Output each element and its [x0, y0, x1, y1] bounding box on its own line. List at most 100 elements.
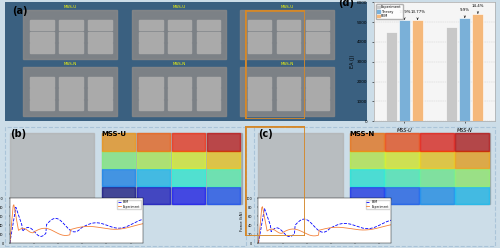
Bar: [102, 187, 136, 204]
Bar: [386, 32, 397, 121]
Bar: [276, 43, 300, 54]
Bar: [350, 133, 490, 204]
Bar: [10, 133, 94, 204]
Bar: [60, 77, 83, 87]
Bar: [248, 77, 271, 87]
Text: MSS-N: MSS-N: [281, 62, 294, 66]
Bar: [206, 133, 240, 151]
Bar: [136, 169, 170, 186]
Bar: [350, 169, 384, 186]
Bar: [23, 10, 117, 59]
Bar: [197, 43, 220, 54]
Text: 13.77%: 13.77%: [410, 10, 425, 20]
Bar: [88, 31, 112, 42]
Bar: [102, 169, 136, 186]
Text: 13.9%: 13.9%: [398, 10, 410, 19]
Bar: [60, 89, 83, 98]
Bar: [306, 89, 329, 98]
Bar: [385, 187, 419, 204]
Bar: [139, 77, 162, 87]
Bar: [168, 77, 192, 87]
Text: MSS-U: MSS-U: [172, 5, 186, 9]
Legend: Experiment, Theory, FEM: Experiment, Theory, FEM: [376, 4, 402, 19]
Bar: [136, 187, 170, 204]
Bar: [206, 187, 240, 204]
Bar: [455, 187, 489, 204]
Bar: [385, 151, 419, 168]
Bar: [168, 20, 192, 30]
Text: (d): (d): [338, 0, 354, 8]
Bar: [240, 10, 334, 59]
Bar: [30, 20, 54, 30]
Bar: [446, 27, 458, 121]
Bar: [168, 89, 192, 98]
Bar: [172, 169, 205, 186]
Bar: [276, 31, 300, 42]
Bar: [102, 133, 136, 151]
Bar: [88, 77, 112, 87]
Bar: [420, 169, 454, 186]
Bar: [197, 89, 220, 98]
Bar: [248, 20, 271, 30]
Bar: [248, 100, 271, 110]
Bar: [276, 100, 300, 110]
Bar: [385, 133, 419, 151]
Bar: [88, 43, 112, 54]
Text: MSS-N: MSS-N: [350, 130, 375, 136]
Bar: [350, 133, 384, 151]
Bar: [420, 133, 454, 151]
Bar: [30, 100, 54, 110]
Bar: [136, 151, 170, 168]
Bar: [350, 187, 384, 204]
Text: 9.9%: 9.9%: [460, 8, 470, 18]
Bar: [197, 20, 220, 30]
Text: MSS-U: MSS-U: [64, 5, 77, 9]
Bar: [399, 20, 410, 121]
Bar: [60, 31, 83, 42]
Bar: [168, 31, 192, 42]
Bar: [30, 43, 54, 54]
Bar: [30, 89, 54, 98]
Bar: [136, 133, 170, 151]
Bar: [276, 77, 300, 87]
Bar: [102, 151, 136, 168]
Bar: [197, 100, 220, 110]
Bar: [139, 89, 162, 98]
Bar: [172, 151, 205, 168]
Bar: [172, 133, 205, 151]
Y-axis label: EA (J): EA (J): [350, 55, 356, 68]
Bar: [455, 169, 489, 186]
Text: MSS-N: MSS-N: [64, 62, 77, 66]
Bar: [306, 20, 329, 30]
Bar: [88, 89, 112, 98]
Bar: [139, 20, 162, 30]
Text: MSS-N: MSS-N: [172, 62, 186, 66]
Bar: [306, 77, 329, 87]
Bar: [88, 100, 112, 110]
Bar: [248, 89, 271, 98]
Bar: [60, 20, 83, 30]
Bar: [60, 43, 83, 54]
Bar: [168, 100, 192, 110]
Bar: [306, 100, 329, 110]
Bar: [139, 31, 162, 42]
Bar: [420, 151, 454, 168]
Bar: [197, 31, 220, 42]
Text: (c): (c): [258, 129, 273, 139]
Text: MSS-U: MSS-U: [281, 5, 294, 9]
Text: (a): (a): [12, 6, 28, 16]
Bar: [172, 187, 205, 204]
Bar: [460, 18, 470, 121]
Bar: [306, 43, 329, 54]
Bar: [139, 43, 162, 54]
Bar: [132, 66, 226, 116]
Text: (b): (b): [10, 129, 26, 139]
Bar: [197, 77, 220, 87]
Bar: [30, 77, 54, 87]
Text: MSS-U: MSS-U: [101, 130, 126, 136]
Bar: [350, 151, 384, 168]
Bar: [306, 31, 329, 42]
Bar: [258, 133, 343, 204]
Bar: [455, 151, 489, 168]
Bar: [132, 10, 226, 59]
